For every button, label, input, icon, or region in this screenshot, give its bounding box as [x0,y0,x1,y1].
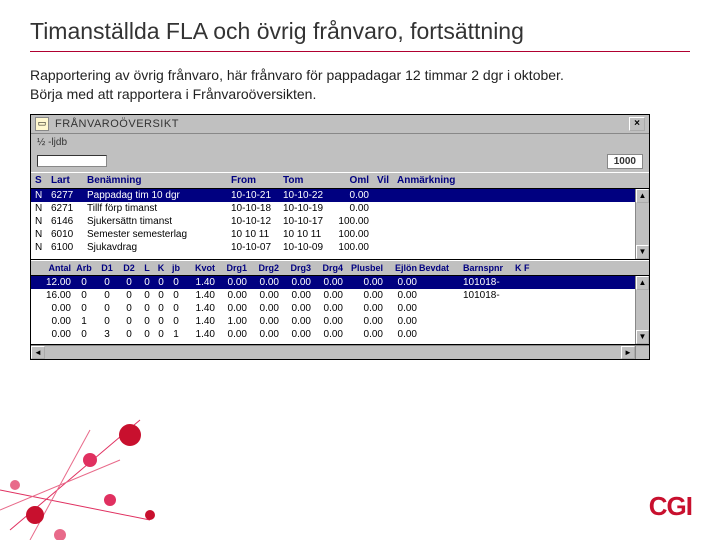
h2-jb: jb [169,263,183,273]
scroll-corner [635,346,649,359]
slide-description: Rapportering av övrig frånvaro, här från… [0,66,720,114]
table-row[interactable]: 12.000000001.400.000.000.000.000.000.001… [31,276,649,289]
scroll-down-button[interactable]: ▼ [636,245,649,259]
hdr-vil: Vil [377,175,395,186]
close-button[interactable]: × [629,117,645,131]
hdr-lart: Lart [51,175,85,186]
h2-drg1: Drg1 [217,263,247,273]
slide-title: Timanställda FLA och övrig frånvaro, for… [0,0,720,51]
h2-kvot: Kvot [185,263,215,273]
h2-kf: K F [515,263,537,273]
table-row[interactable]: N6146Sjukersättn timanst10-10-1210-10-17… [31,215,649,228]
h2-d1: D1 [97,263,117,273]
table-row[interactable]: N6271Tillf förp timanst10-10-1810-10-190… [31,202,649,215]
table-row[interactable]: 0.000300011.400.000.000.000.000.000.00 [31,328,649,341]
h2-drg3: Drg3 [281,263,311,273]
scroll-left-button[interactable]: ◄ [31,346,45,359]
hdr-tom: Tom [283,175,333,186]
hdr-oml: Oml [335,175,375,186]
vertical-scrollbar[interactable]: ▲ ▼ [635,189,649,259]
title-underline [30,51,690,52]
vertical-scrollbar-2[interactable]: ▲ ▼ [635,276,649,344]
footer-art [0,400,200,540]
empty-field[interactable] [37,155,107,167]
hdr-ben: Benämning [87,175,229,186]
hdr-from: From [231,175,281,186]
top-grid[interactable]: N6277Pappadag tim 10 dgr10-10-2110-10-22… [31,188,649,260]
h2-drg4: Drg4 [313,263,343,273]
bottom-grid[interactable]: 12.000000001.400.000.000.000.000.000.001… [31,275,649,345]
desc-line-1: Rapportering av övrig frånvaro, här från… [30,67,564,83]
cgi-logo: CGI [649,491,692,522]
horizontal-scrollbar[interactable]: ◄ ► [31,345,649,359]
scroll-down-button-2[interactable]: ▼ [636,330,649,344]
h2-ejlon: Ejlön [385,263,417,273]
h2-drg2: Drg2 [249,263,279,273]
h2-arb: Arb [73,263,95,273]
scroll-up-button[interactable]: ▲ [636,189,649,203]
hdr-anm: Anmärkning [397,175,645,186]
titlebar[interactable]: ▭ FRÅNVAROÖVERSIKT × [31,115,649,134]
bottom-grid-header: Antal Arb D1 D2 L K jb Kvot Drg1 Drg2 Dr… [31,260,649,275]
scroll-track[interactable] [45,346,621,359]
table-row[interactable]: N6277Pappadag tim 10 dgr10-10-2110-10-22… [31,189,649,202]
info-bar: ½ -ljdb [31,134,649,151]
table-row[interactable]: 0.001000001.401.000.000.000.000.000.00 [31,315,649,328]
h2-k: K [155,263,167,273]
app-window: ▭ FRÅNVAROÖVERSIKT × ½ -ljdb 1000 S Lart… [30,114,650,360]
info-bar-2: 1000 [31,151,649,172]
h2-plusbel: Plusbel [345,263,383,273]
table-row[interactable]: 16.000000001.400.000.000.000.000.000.001… [31,289,649,302]
window-icon: ▭ [35,117,49,131]
right-tag: 1000 [607,154,643,169]
table-row[interactable]: 0.000000001.400.000.000.000.000.000.00 [31,302,649,315]
table-row[interactable]: N6010Semester semesterlag10 10 1110 10 1… [31,228,649,241]
scroll-up-button-2[interactable]: ▲ [636,276,649,290]
h2-l: L [141,263,153,273]
h2-barnspnr: Barnspnr [463,263,513,273]
window-title: FRÅNVAROÖVERSIKT [55,118,629,130]
h2-antal: Antal [35,263,71,273]
table-row[interactable]: N6100Sjukavdrag10-10-0710-10-09100.00 [31,241,649,254]
hdr-s: S [35,175,49,186]
desc-line-2: Börja med att rapportera i Frånvaroövers… [30,86,316,102]
h2-d2: D2 [119,263,139,273]
info-left: ½ -ljdb [37,137,67,148]
top-grid-header: S Lart Benämning From Tom Oml Vil Anmärk… [31,172,649,188]
h2-bevdat: Bevdat [419,263,461,273]
scroll-right-button[interactable]: ► [621,346,635,359]
